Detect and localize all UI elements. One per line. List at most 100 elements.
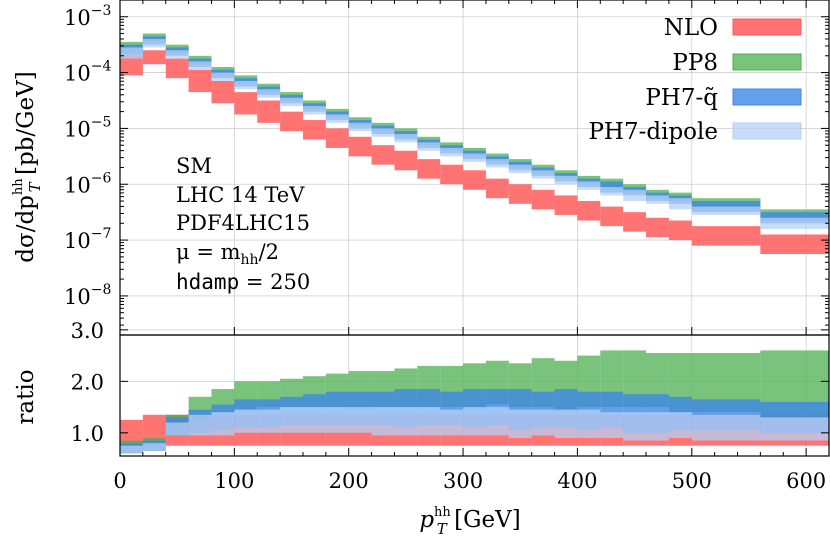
bin-band: [371, 128, 395, 137]
x-tick-label: 200: [329, 469, 369, 493]
y-axis-label-main: dσ/dphhT [pb/GeV]: [11, 71, 44, 262]
ratio-band: [302, 407, 326, 433]
bin-band: [623, 212, 647, 232]
y-axis-label-ratio: ratio: [13, 369, 39, 424]
bin-band: [646, 217, 669, 238]
legend-swatch: [732, 122, 802, 140]
ratio-band: [325, 407, 349, 433]
ratio-band: [188, 414, 212, 436]
ratio-band: [211, 412, 235, 436]
ratio-band: [508, 409, 532, 438]
bin-band: [600, 206, 624, 227]
main-panel-bands: [120, 33, 829, 255]
annotation-line: hdamp = 250: [176, 270, 310, 294]
bin-band: [394, 150, 418, 171]
bin-band: [142, 50, 166, 65]
x-axis-label-sub: T: [437, 520, 448, 538]
bin-band: [211, 72, 235, 81]
bin-band: [302, 106, 326, 115]
y-tick-label-main: 10−4: [64, 59, 111, 86]
bin-band: [600, 181, 624, 193]
bin-band: [508, 184, 532, 204]
ratio-band: [600, 412, 624, 438]
ratio-band: [531, 409, 555, 436]
legend-label: PP8: [672, 50, 718, 76]
y-tick-label-ratio: 1.0: [71, 422, 104, 446]
bin-band: [348, 122, 372, 132]
y-tick-label-main: 10−3: [64, 3, 111, 30]
bin-band: [485, 159, 509, 168]
annotation-line: μ = mhh/2: [176, 240, 279, 268]
ratio-band: [257, 409, 281, 433]
bin-band: [394, 134, 418, 143]
bin-band: [142, 39, 166, 48]
bin-band: [440, 147, 464, 157]
x-tick-label: 400: [557, 469, 597, 493]
bin-band: [188, 69, 212, 93]
bin-band: [440, 164, 464, 185]
legend-swatch: [732, 88, 802, 106]
legend-item: PP8: [672, 50, 802, 76]
bin-band: [554, 175, 578, 185]
ratio-band: [577, 409, 601, 438]
bin-band: [463, 170, 486, 190]
ratio-band: [554, 409, 578, 438]
ratio-band: [623, 412, 647, 441]
bin-band: [600, 187, 624, 196]
x-tick-label: 100: [214, 469, 254, 493]
legend-swatch: [732, 53, 802, 71]
x-axis-label-sup: hh: [434, 505, 451, 520]
bin-band: [211, 80, 235, 104]
ratio-panel-bands: [120, 350, 829, 454]
bin-band: [280, 97, 303, 107]
bin-band: [120, 55, 143, 76]
ratio-band: [623, 350, 647, 408]
ratio-band: [463, 407, 486, 436]
ratio-panel-frame: [119, 334, 830, 457]
annotation-line: SM: [176, 154, 212, 178]
legend-item: PH7-q̃: [645, 85, 802, 111]
bin-band: [417, 159, 441, 179]
series-ph7-dipole-main: [120, 39, 829, 229]
series-ph7-dipole-ratio: [120, 407, 829, 454]
y-tick-label-ratio: 2.0: [71, 370, 104, 394]
ratio-band: [280, 407, 303, 433]
main-gridlines: [119, 0, 829, 335]
bin-band: [577, 181, 601, 190]
bin-band: [280, 111, 303, 132]
bin-band: [463, 153, 486, 162]
bin-band: [760, 217, 829, 229]
bin-band: [257, 89, 281, 98]
bin-band: [485, 178, 509, 199]
x-tick-label: 500: [672, 469, 712, 493]
bin-band: [417, 142, 441, 151]
annotation-line: PDF4LHC15: [176, 211, 310, 235]
bin-band: [325, 114, 349, 123]
bin-band: [348, 136, 372, 157]
ratio-band: [142, 443, 166, 451]
ratio-band: [485, 407, 509, 436]
x-tick-label: 600: [786, 469, 826, 493]
legend-label: PH7-dipole: [588, 119, 718, 145]
bin-band: [531, 170, 555, 179]
bin-band: [691, 226, 761, 246]
bin-band: [668, 198, 692, 210]
ratio-band: [760, 417, 829, 441]
y-axis-label-main-pre: dσ/dp: [13, 195, 39, 263]
x-axis-label-base: p: [419, 507, 434, 533]
bin-band: [760, 234, 829, 255]
bin-band: [623, 189, 647, 201]
ratio-band: [668, 412, 692, 438]
bin-band: [554, 195, 578, 215]
bin-band: [508, 164, 532, 174]
ratio-band: [348, 407, 372, 433]
ratio-band: [646, 412, 669, 441]
y-tick-label-main: 10−8: [64, 282, 111, 309]
ratio-band: [417, 407, 441, 436]
axis-tick-labels: 0 100 200 300 400 500 600 10−3 10−4 10−5 10−6 10−7 1…: [64, 3, 826, 493]
ratio-band: [142, 414, 166, 446]
ratio-band: [646, 353, 669, 408]
legend-item: PH7-dipole: [588, 119, 802, 145]
y-axis-label-main-sub: T: [26, 181, 44, 192]
